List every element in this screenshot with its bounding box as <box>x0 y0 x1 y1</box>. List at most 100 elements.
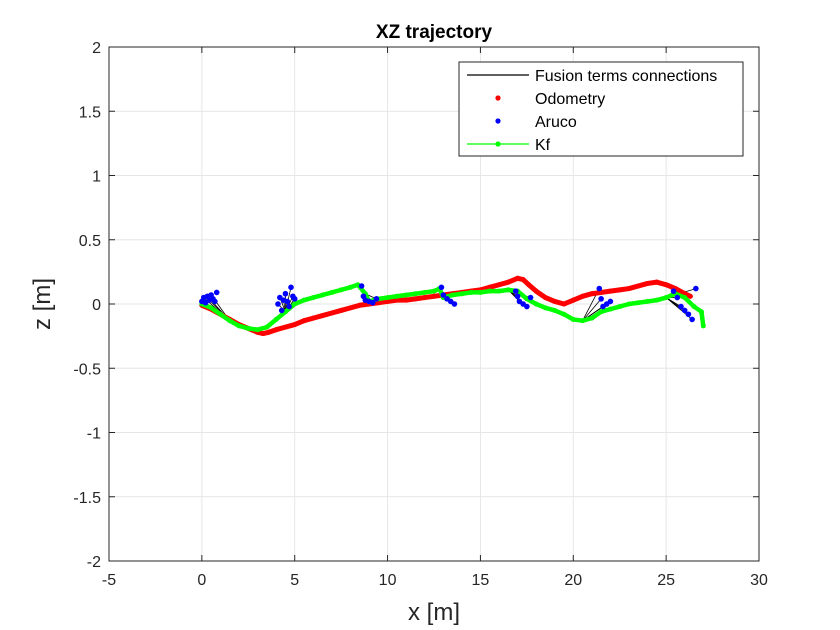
odometry-point <box>635 283 641 289</box>
odometry-point <box>301 318 307 324</box>
kf-point <box>422 289 428 295</box>
aruco-point <box>512 288 519 294</box>
aruco-point <box>678 303 684 310</box>
kf-point <box>570 316 576 322</box>
odometry-point <box>589 291 595 297</box>
odometry-point <box>338 307 344 313</box>
kf-point <box>459 291 465 297</box>
y-tick-label: 0.5 <box>79 233 101 250</box>
kf-point <box>217 311 223 317</box>
aruco-point <box>373 296 380 302</box>
aruco-point <box>284 298 291 305</box>
kf-point <box>626 301 632 307</box>
odometry-point <box>505 279 511 285</box>
odometry-point <box>422 295 428 301</box>
y-tick-label: -1.5 <box>73 490 101 507</box>
odometry-point <box>663 282 669 288</box>
aruco-point <box>275 301 281 307</box>
kf-point <box>403 292 409 298</box>
odometry-point <box>487 284 493 290</box>
odometry-point <box>542 295 548 301</box>
aruco-point <box>212 298 218 305</box>
kf-point <box>450 292 456 298</box>
y-tick-label: 1.5 <box>79 104 101 121</box>
kf-point <box>329 289 335 295</box>
odometry-point <box>329 310 335 316</box>
axis-ticks: -5 0 5 10 15 20 25 30 -2 -1.5 -1 -0.5 0 0.5 1 1.5 2 <box>73 40 768 589</box>
kf-point <box>552 307 558 313</box>
aruco-point <box>670 288 677 294</box>
kf-point <box>208 305 214 311</box>
kf-point <box>385 295 391 301</box>
kf-point <box>580 318 586 324</box>
aruco-point <box>358 283 365 289</box>
fusion-connection-line <box>582 298 602 321</box>
odometry-point <box>273 327 279 333</box>
kf-point <box>338 287 344 293</box>
aruco-point <box>524 303 530 310</box>
kf-point <box>347 284 353 290</box>
y-tick-label: -2 <box>87 554 101 571</box>
odometry-point <box>607 288 613 294</box>
kf-point <box>487 288 493 294</box>
kf-point <box>663 295 669 301</box>
aruco-point <box>440 292 447 298</box>
kf-point <box>542 305 548 311</box>
legend-label: Fusion terms connections <box>535 68 717 85</box>
x-tick-label: 10 <box>379 572 397 589</box>
aruco-point <box>288 284 294 291</box>
odometry-point <box>310 315 316 321</box>
aruco-point <box>213 289 220 296</box>
aruco-point <box>514 293 521 300</box>
y-tick-label: 1 <box>92 169 101 186</box>
odometry-point <box>292 322 298 328</box>
y-axis-label: z [m] <box>29 278 56 330</box>
kf-point <box>412 291 418 297</box>
odometry-point <box>687 293 693 299</box>
y-tick-label: -1 <box>87 426 101 443</box>
kf-point <box>654 297 660 303</box>
legend-swatch-dot <box>495 118 501 124</box>
kf-point <box>691 304 697 310</box>
x-tick-label: 15 <box>472 572 490 589</box>
aruco-point <box>681 307 688 314</box>
kf-point <box>394 293 400 299</box>
odometry-point <box>385 298 391 304</box>
aruco-series <box>199 283 699 323</box>
x-tick-label: 5 <box>290 572 299 589</box>
x-tick-label: 25 <box>657 572 675 589</box>
aruco-point <box>598 296 604 302</box>
aruco-point <box>278 307 285 314</box>
x-tick-label: 30 <box>750 572 768 589</box>
odometry-point <box>561 301 567 307</box>
aruco-point <box>286 303 292 310</box>
legend-box <box>458 61 744 157</box>
odometry-point <box>580 293 586 299</box>
aruco-point <box>438 284 445 291</box>
odometry-point <box>533 288 539 294</box>
aruco-point <box>282 290 289 297</box>
aruco-point <box>685 311 692 318</box>
odometry-point <box>570 297 576 303</box>
x-tick-label: -5 <box>102 572 116 589</box>
kf-point <box>477 289 483 295</box>
kf-point <box>617 304 623 310</box>
kf-point <box>635 300 641 306</box>
odometry-point <box>320 313 326 319</box>
y-tick-label: -0.5 <box>73 361 101 378</box>
kf-point <box>505 287 511 293</box>
x-tick-label: 20 <box>564 572 582 589</box>
legend: Fusion terms connections Odometry Aruco Kf <box>458 61 744 157</box>
aruco-point <box>527 294 534 301</box>
legend-swatch-dot <box>495 141 501 147</box>
kf-point <box>698 309 704 315</box>
aruco-point <box>693 285 699 292</box>
kf-point <box>264 324 270 330</box>
odometry-point <box>526 282 532 288</box>
kf-point <box>255 327 261 333</box>
kf-point <box>589 315 595 321</box>
kf-point <box>227 318 233 324</box>
kf-point <box>468 289 474 295</box>
odometry-point <box>496 282 502 288</box>
odometry-point <box>552 298 558 304</box>
